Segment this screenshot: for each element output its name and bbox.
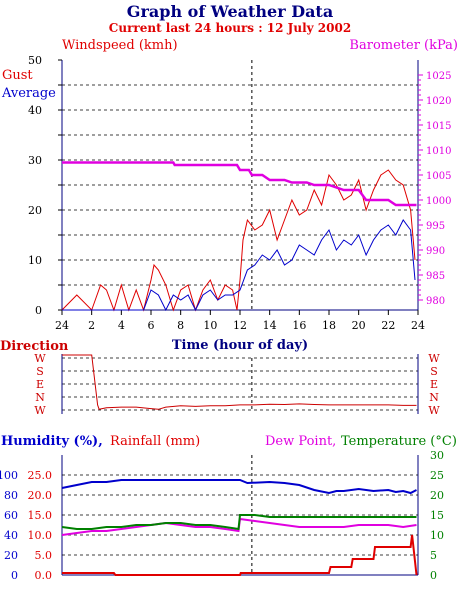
- direction-tick-label-right: S: [430, 365, 438, 378]
- direction-label: Direction: [0, 339, 69, 354]
- time-tick-label: 2: [88, 319, 95, 332]
- time-axis-label: Time (hour of day): [172, 338, 308, 353]
- barometer-axis-label: Barometer (kPa): [349, 38, 458, 53]
- barometer-tick-label: 1015: [426, 121, 451, 132]
- direction-tick-label-left: S: [36, 365, 44, 378]
- barometer-tick-label: 985: [426, 271, 445, 282]
- temperature-tick-label: 20: [430, 489, 444, 502]
- rainfall-tick-label: 10.0: [28, 529, 53, 542]
- temperature-line: [61, 514, 417, 531]
- legend-gust: Gust: [2, 68, 33, 83]
- chart-subtitle: Current last 24 hours : 12 July 2002: [109, 21, 351, 35]
- temperature-tick-label: 25: [430, 469, 444, 482]
- time-tick-label: 10: [203, 319, 217, 332]
- barometer-tick-label: 990: [426, 246, 445, 257]
- barometer-tick-label: 980: [426, 296, 445, 307]
- direction-tick-label-right: E: [430, 378, 438, 391]
- windspeed-tick-label: 40: [28, 104, 42, 117]
- rainfall-tick-label: 5.0: [35, 549, 53, 562]
- direction-tick-label-left: W: [34, 352, 46, 365]
- time-tick-label: 24: [55, 319, 69, 332]
- rainfall-tick-label: 25.0: [28, 469, 53, 482]
- temperature-tick-label: 0: [430, 569, 437, 582]
- average-line: [62, 219, 416, 312]
- temperature-tick-label: 10: [430, 529, 444, 542]
- rainfall-tick-label: 15.0: [28, 509, 53, 522]
- dewpoint-label: Dew Point,: [265, 434, 336, 449]
- windspeed-tick-label: 50: [28, 54, 42, 67]
- time-tick-label: 8: [177, 319, 184, 332]
- time-tick-label: 24: [411, 319, 425, 332]
- rainfall-tick-label: 0.0: [35, 569, 53, 582]
- time-tick-label: 14: [263, 319, 277, 332]
- temperature-label: Temperature (°C): [341, 434, 457, 449]
- direction-tick-label-left: W: [34, 404, 46, 417]
- temperature-tick-label: 15: [430, 509, 444, 522]
- time-tick-label: 4: [118, 319, 125, 332]
- windspeed-tick-label: 30: [28, 154, 42, 167]
- barometer-tick-label: 995: [426, 221, 445, 232]
- direction-tick-label-right: N: [429, 391, 439, 404]
- barometer-tick-label: 1010: [426, 146, 451, 157]
- rainfall-line: [62, 534, 418, 576]
- direction-line: [62, 354, 417, 410]
- humidity-tick-label: 20: [4, 549, 18, 562]
- temperature-tick-label: 5: [430, 549, 437, 562]
- time-tick-label: 22: [381, 319, 395, 332]
- humidity-line: [61, 479, 417, 495]
- direction-tick-label-left: N: [35, 391, 45, 404]
- time-tick-label: 20: [352, 319, 366, 332]
- time-tick-label: 18: [322, 319, 336, 332]
- barometer-line: [62, 161, 417, 207]
- barometer-tick-label: 1000: [426, 196, 451, 207]
- barometer-tick-label: 1025: [426, 71, 451, 82]
- windspeed-axis-label: Windspeed (kmh): [62, 38, 178, 53]
- legend-average: Average: [1, 86, 56, 101]
- humidity-tick-label: 80: [4, 489, 18, 502]
- windspeed-tick-label: 0: [35, 304, 42, 317]
- humidity-tick-label: 0: [11, 569, 18, 582]
- windspeed-tick-label: 20: [28, 204, 42, 217]
- time-tick-label: 6: [148, 319, 155, 332]
- windspeed-tick-label: 10: [28, 254, 42, 267]
- barometer-tick-label: 1005: [426, 171, 451, 182]
- time-tick-label: 12: [233, 319, 247, 332]
- humidity-tick-label: 40: [4, 529, 18, 542]
- direction-tick-label-right: W: [428, 404, 440, 417]
- chart-title: Graph of Weather Data: [127, 2, 333, 21]
- time-tick-label: 16: [292, 319, 306, 332]
- rainfall-tick-label: 20.0: [28, 489, 53, 502]
- humidity-tick-label: 100: [0, 469, 18, 482]
- barometer-tick-label: 1020: [426, 96, 451, 107]
- temperature-tick-label: 30: [430, 449, 444, 462]
- humidity-label: Humidity (%),: [1, 434, 103, 449]
- rainfall-label: Rainfall (mm): [110, 434, 200, 449]
- gust-line: [61, 169, 416, 312]
- humidity-tick-label: 60: [4, 509, 18, 522]
- direction-tick-label-left: E: [36, 378, 44, 391]
- direction-tick-label-right: W: [428, 352, 440, 365]
